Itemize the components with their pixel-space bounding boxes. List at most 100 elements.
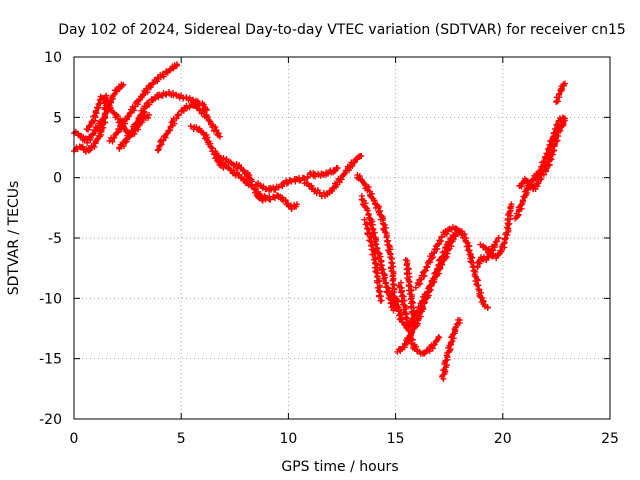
y-tick-label: 5 [53, 110, 62, 126]
data-point [358, 152, 365, 159]
data-point [122, 128, 129, 135]
data-point [259, 197, 266, 204]
data-point [368, 194, 375, 201]
data-point [303, 179, 310, 186]
data-point [442, 244, 449, 251]
plot-frame [73, 56, 611, 420]
data-point [449, 235, 456, 242]
data-point [506, 220, 513, 227]
data-point [390, 307, 397, 314]
data-point [432, 270, 439, 277]
data-point [361, 216, 368, 223]
data-point [146, 111, 153, 118]
data-point [212, 124, 219, 131]
data-point [439, 372, 446, 379]
data-point [411, 321, 418, 328]
data-point [430, 342, 437, 349]
data-point [393, 296, 400, 303]
data-point [149, 81, 156, 88]
data-point [91, 143, 98, 150]
data-point [152, 95, 159, 102]
data-point [334, 165, 341, 172]
data-point [458, 232, 465, 239]
data-point [554, 98, 561, 105]
data-point [89, 131, 96, 138]
data-point [142, 104, 149, 111]
data-point [144, 89, 151, 96]
data-point [137, 112, 144, 119]
data-point [456, 317, 463, 324]
data-point [349, 162, 356, 169]
data-point [518, 202, 525, 209]
data-point [534, 180, 541, 187]
data-point [84, 139, 91, 146]
data-point [417, 280, 424, 287]
data-point [141, 108, 148, 115]
data-point [396, 284, 403, 291]
data-point [430, 254, 437, 261]
data-point [324, 170, 331, 177]
data-point [240, 166, 247, 173]
data-point [382, 229, 389, 236]
data-point [238, 174, 245, 181]
x-tick-label: 15 [387, 431, 405, 447]
y-axis-label: SDTVAR / TECUs [6, 181, 22, 296]
data-point [312, 173, 319, 180]
data-point [110, 109, 117, 116]
data-point [202, 105, 209, 112]
data-point [401, 321, 408, 328]
data-point [527, 184, 534, 191]
data-point [82, 148, 89, 155]
data-point [190, 96, 197, 103]
data-point [491, 242, 498, 249]
data-point [175, 111, 182, 118]
data-point [508, 201, 515, 208]
data-point [421, 350, 428, 357]
data-point [365, 184, 372, 191]
data-point [191, 102, 198, 109]
data-point [423, 347, 430, 354]
data-point [376, 293, 383, 300]
data-point [110, 134, 117, 141]
data-point [196, 106, 203, 113]
data-point [329, 184, 336, 191]
data-point [512, 215, 519, 222]
data-point [93, 104, 100, 111]
data-point [421, 268, 428, 275]
data-point [561, 80, 568, 87]
data-point [341, 171, 348, 178]
data-point [542, 153, 549, 160]
data-point [173, 61, 180, 68]
data-point [145, 99, 152, 106]
data-point [498, 248, 505, 255]
chart-title: Day 102 of 2024, Sidereal Day-to-day VTE… [58, 22, 626, 38]
data-point [173, 115, 180, 122]
x-tick-label: 5 [177, 431, 186, 447]
data-point [120, 142, 127, 149]
data-point [443, 230, 450, 237]
data-point [551, 129, 558, 136]
y-tick-labels: -20 -15 -10 -5 0 5 10 [39, 50, 62, 428]
y-tick-label: 10 [44, 50, 62, 66]
data-point [120, 81, 127, 88]
data-point [412, 284, 419, 291]
x-tick-label: 0 [70, 431, 79, 447]
data-point [279, 194, 286, 201]
data-point [103, 92, 110, 99]
data-point [416, 348, 423, 355]
data-point [126, 110, 133, 117]
data-point [131, 107, 138, 114]
data-point [214, 157, 221, 164]
data-point [468, 259, 475, 266]
data-point [543, 166, 550, 173]
data-point [495, 235, 502, 241]
data-point [107, 104, 114, 111]
data-point [262, 186, 269, 193]
data-point [445, 238, 452, 245]
data-point [484, 304, 491, 311]
data-point [319, 170, 326, 177]
data-point [452, 230, 459, 237]
data-point [364, 231, 371, 238]
data-point [126, 130, 133, 137]
data-point [376, 288, 383, 295]
